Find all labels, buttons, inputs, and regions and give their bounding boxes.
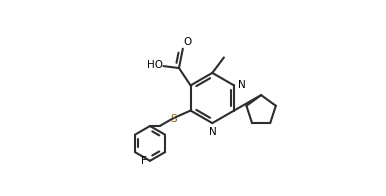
Text: O: O bbox=[184, 37, 192, 47]
Text: N: N bbox=[237, 80, 245, 90]
Text: F: F bbox=[141, 156, 147, 166]
Text: N: N bbox=[210, 127, 217, 137]
Text: HO: HO bbox=[147, 60, 163, 70]
Text: S: S bbox=[170, 114, 177, 124]
